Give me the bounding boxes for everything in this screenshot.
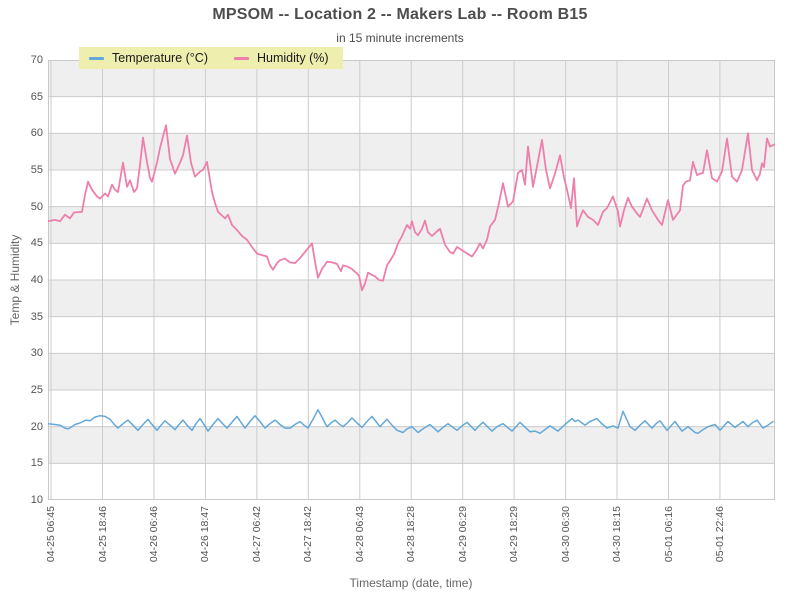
page-title: MPSOM -- Location 2 -- Makers Lab -- Roo…: [212, 6, 588, 23]
legend-item-temperature[interactable]: Temperature (°C): [89, 51, 208, 65]
x-tick-label: 04-29 06:29: [456, 506, 469, 563]
y-tick-label: 15: [30, 457, 43, 470]
plot-area: [48, 60, 775, 500]
x-tick-label: 04-25 18:46: [96, 506, 109, 563]
humidity-line: [48, 124, 775, 292]
x-tick-label: 04-30 18:15: [611, 506, 623, 563]
x-tick-label: 05-01 22:46: [713, 506, 726, 563]
y-tick-label: 70: [30, 54, 43, 66]
x-tick-label: 04-26 06:46: [148, 506, 160, 563]
y-tick-label: 20: [30, 420, 43, 433]
y-tick-label: 60: [30, 127, 43, 140]
y-tick-label: 55: [30, 164, 43, 176]
x-tick-label: 04-28 06:43: [353, 506, 366, 563]
x-tick-label: 04-27 06:42: [250, 506, 263, 563]
plot-border: [48, 60, 775, 500]
y-tick-label: 30: [30, 347, 43, 360]
x-axis-title: Timestamp (date, time): [349, 576, 473, 590]
y-tick-label: 40: [30, 274, 43, 286]
legend-label-humidity: Humidity (%): [257, 51, 329, 65]
temperature-line-swatch-icon: [89, 56, 104, 60]
x-tick-label: 05-01 06:16: [662, 506, 675, 563]
page-subtitle: in 15 minute increments: [336, 31, 464, 45]
y-tick-label: 45: [30, 237, 43, 250]
legend: Temperature (°C) Humidity (%): [79, 47, 343, 69]
y-tick-label: 65: [30, 90, 43, 103]
x-tick-label: 04-29 18:29: [508, 506, 521, 563]
legend-label-temperature: Temperature (°C): [112, 51, 208, 65]
x-tick-label: 04-28 18:28: [405, 506, 418, 563]
y-tick-label: 35: [30, 310, 43, 323]
y-tick-label: 50: [30, 200, 43, 213]
x-tick-label: 04-30 06:30: [559, 506, 572, 563]
temperature-line: [48, 409, 774, 435]
y-tick-label: 10: [30, 494, 43, 506]
legend-item-humidity[interactable]: Humidity (%): [234, 51, 329, 65]
humidity-line-swatch-icon: [234, 56, 249, 60]
x-tick-label: 04-26 18:47: [199, 506, 212, 563]
x-tick-label: 04-27 18:42: [302, 506, 315, 563]
x-tick-label: 04-25 06:45: [45, 506, 57, 563]
y-tick-label: 25: [30, 384, 43, 396]
